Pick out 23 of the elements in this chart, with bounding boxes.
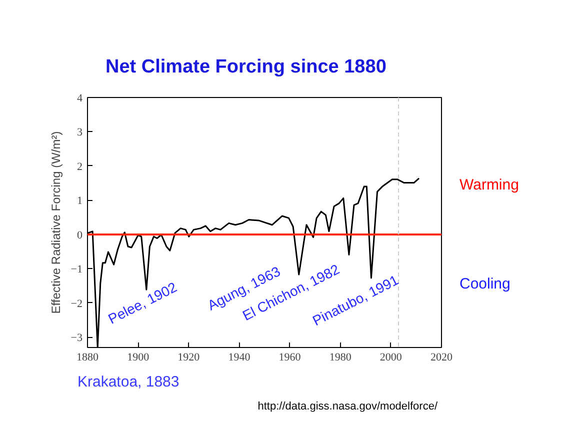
x-tick-label: 2000 (380, 352, 402, 364)
y-tick-label: 1 (77, 195, 82, 208)
text: http://data.giss.nasa.gov/modelforce/ (258, 400, 438, 412)
text: Krakatoa, 1883 (78, 374, 180, 390)
annotation: Pelee, 1902 (106, 278, 180, 327)
x-tick-label: 1960 (278, 352, 302, 364)
text: Warming (460, 176, 519, 194)
x-tick-label: 1880 (76, 352, 99, 364)
y-tick-label: 3 (77, 126, 83, 139)
y-tick-label: 4 (77, 92, 83, 104)
chart-title: Net Climate Forcing since 1880 (106, 56, 386, 78)
x-tick-label: 1940 (228, 352, 251, 364)
y-tick-label: 0 (77, 229, 83, 242)
y-tick-label: −2 (70, 298, 83, 310)
x-tick-label: 1900 (127, 352, 150, 364)
y-tick-label: −3 (70, 332, 83, 344)
x-tick-label: 1980 (329, 352, 352, 364)
text: Cooling (460, 276, 510, 293)
y-tick-label: −1 (70, 264, 83, 276)
x-tick-label: 1920 (178, 352, 200, 364)
y-tick-label: 2 (77, 160, 82, 173)
y-axis-title: Effective Radiative Forcing (W/m²) (48, 131, 63, 314)
x-tick-label: 2020 (430, 352, 453, 364)
